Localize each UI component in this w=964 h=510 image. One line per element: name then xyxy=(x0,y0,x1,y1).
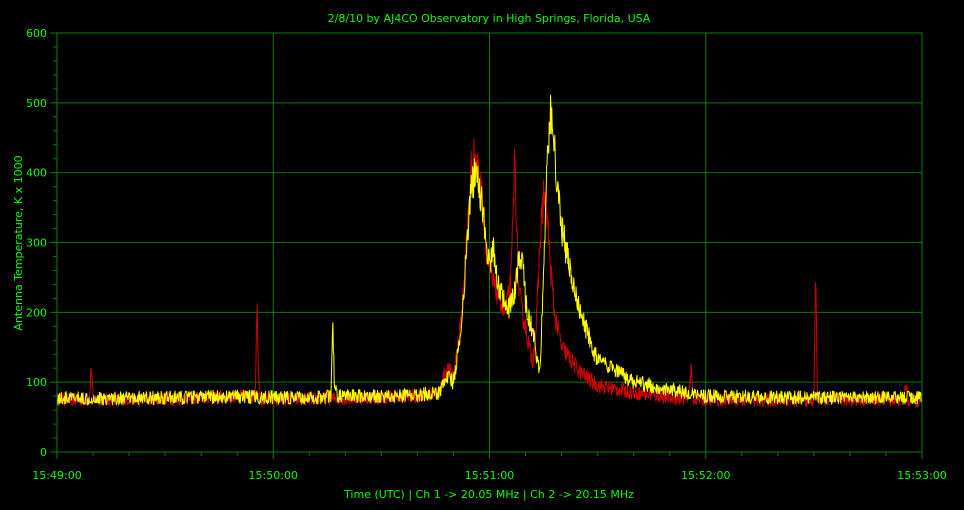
y-tick-label: 400 xyxy=(26,167,47,180)
y-tick-label: 500 xyxy=(26,97,47,110)
y-tick-label: 600 xyxy=(26,27,47,40)
y-axis-label: Antenna Temperature, K x 1000 xyxy=(12,155,25,330)
series-lines xyxy=(56,94,923,408)
x-tick-label: 15:52:00 xyxy=(681,469,730,482)
x-tick-label: 15:49:00 xyxy=(32,469,81,482)
x-axis-label: Time (UTC) | Ch 1 -> 20.05 MHz | Ch 2 ->… xyxy=(343,488,634,501)
axis-ticks: 0 100 200 300 400 500 600 15:49:00 15:50:00 15:51… xyxy=(26,27,947,482)
x-tick-label: 15:51:00 xyxy=(465,469,514,482)
y-tick-label: 300 xyxy=(26,237,47,250)
y-tick-label: 0 xyxy=(40,446,47,459)
plot-frame xyxy=(56,32,923,453)
y-tick-label: 200 xyxy=(26,306,47,319)
chart-title: 2/8/10 by AJ4CO Observatory in High Spri… xyxy=(328,12,651,25)
ch2-series-line xyxy=(56,94,922,406)
grid xyxy=(57,33,922,452)
x-tick-label: 15:53:00 xyxy=(897,469,946,482)
y-tick-label: 100 xyxy=(26,376,47,389)
x-tick-label: 15:50:00 xyxy=(249,469,298,482)
